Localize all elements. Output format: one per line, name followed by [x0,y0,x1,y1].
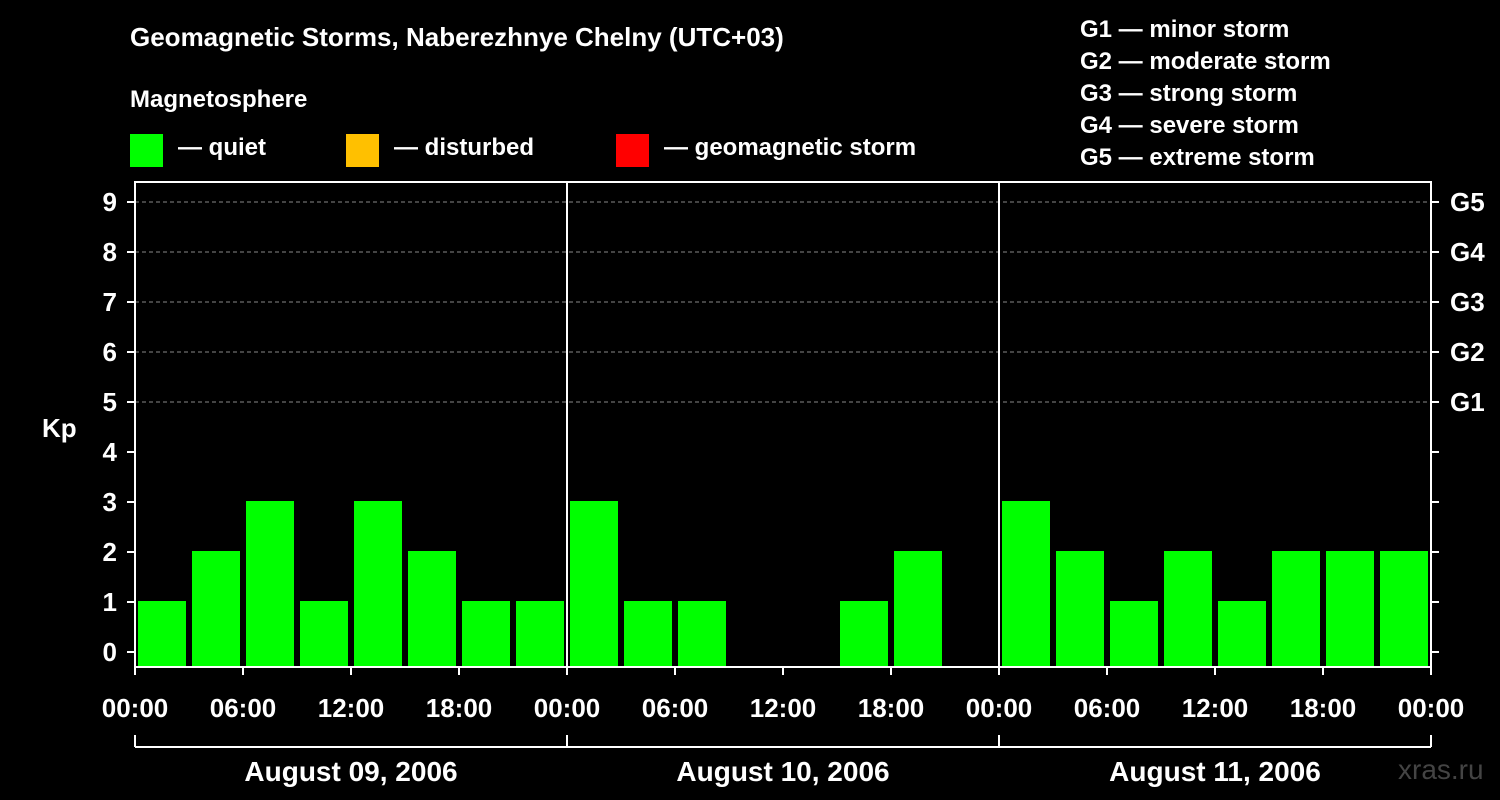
kp-bar [408,551,456,667]
day-label: August 10, 2006 [676,756,889,787]
kp-bar [1326,551,1374,667]
kp-bar [138,601,186,667]
g3-legend: G3 — strong storm [1080,80,1298,107]
g5-legend: G5 — extreme storm [1080,144,1315,171]
kp-bar [462,601,510,667]
magnetosphere-label: Magnetosphere [130,86,308,113]
legend-label-storm: — geomagnetic storm [664,134,917,161]
kp-bar [354,501,402,667]
x-tick-label: 06:00 [642,693,709,723]
kp-bar [624,601,672,667]
kp-bar [1164,551,1212,667]
x-tick-label: 00:00 [966,693,1033,723]
day-label: August 11, 2006 [1109,756,1321,787]
y-tick-label: 5 [103,387,117,417]
g2-legend: G2 — moderate storm [1080,48,1331,75]
y-tick-label: 3 [103,487,117,517]
y-tick-label: 0 [103,637,117,667]
kp-bar [894,551,942,667]
g-scale-label: G3 [1450,287,1485,317]
kp-bar [1002,501,1050,667]
x-tick-label: 12:00 [318,693,385,723]
y-tick-label: 8 [103,237,117,267]
day-label: August 09, 2006 [244,756,457,787]
kp-bar [1218,601,1266,667]
x-tick-label: 00:00 [102,693,169,723]
x-tick-label: 18:00 [426,693,493,723]
legend-swatch-quiet [130,134,163,167]
kp-bar [1056,551,1104,667]
kp-bar [570,501,618,667]
kp-bar [678,601,726,667]
x-tick-label: 18:00 [858,693,925,723]
x-tick-label: 12:00 [1182,693,1249,723]
legend-label-quiet: — quiet [178,134,266,161]
plot-frame [134,181,1432,668]
x-tick-label: 00:00 [534,693,601,723]
kp-bar [300,601,348,667]
kp-bar [1380,551,1428,667]
g-scale-label: G1 [1450,387,1485,417]
y-tick-label: 1 [103,587,117,617]
x-tick-label: 18:00 [1290,693,1357,723]
watermark: xras.ru [1398,754,1484,785]
kp-bar [192,551,240,667]
y-tick-label: 9 [103,187,117,217]
x-tick-label: 06:00 [1074,693,1141,723]
y-tick-label: 4 [103,437,118,467]
legend-label-disturbed: — disturbed [394,134,535,161]
g1-legend: G1 — minor storm [1080,16,1290,43]
x-tick-label: 00:00 [1398,693,1465,723]
legend-swatch-disturbed [346,134,379,167]
y-tick-label: 7 [103,287,117,317]
y-axis-label: Kp [42,413,77,443]
kp-bar [246,501,294,667]
kp-bar [1110,601,1158,667]
g-scale-label: G4 [1450,237,1485,267]
y-tick-label: 2 [103,537,117,567]
legend-swatch-storm [616,134,649,167]
kp-bar [840,601,888,667]
y-tick-label: 6 [103,337,117,367]
chart-title: Geomagnetic Storms, Naberezhnye Chelny (… [130,22,784,52]
kp-bar [516,601,564,667]
g-scale-label: G2 [1450,337,1485,367]
kp-bar [1272,551,1320,667]
x-tick-label: 12:00 [750,693,817,723]
g-scale-label: G5 [1450,187,1485,217]
x-tick-label: 06:00 [210,693,277,723]
g4-legend: G4 — severe storm [1080,112,1299,139]
